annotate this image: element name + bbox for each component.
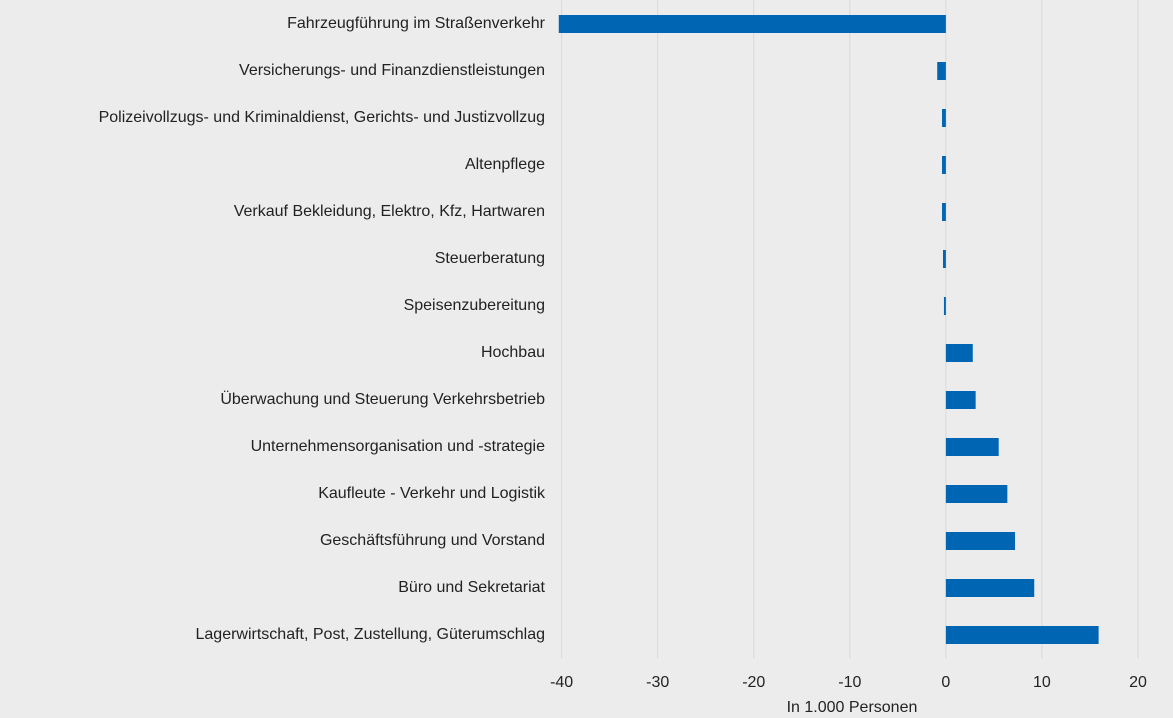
bar bbox=[945, 579, 1035, 597]
y-tick-label: Steuerberatung bbox=[435, 250, 545, 267]
x-tick-label: -20 bbox=[742, 674, 765, 691]
bar bbox=[945, 532, 1016, 550]
y-tick-label: Versicherungs- und Finanzdienstleistunge… bbox=[239, 62, 545, 79]
y-tick-label: Hochbau bbox=[481, 344, 545, 361]
y-tick-label: Unternehmensorganisation und -strategie bbox=[251, 438, 546, 455]
x-tick-label: 20 bbox=[1129, 674, 1147, 691]
bar bbox=[943, 297, 946, 315]
y-tick-label: Speisenzubereitung bbox=[404, 297, 545, 314]
bar bbox=[942, 156, 946, 174]
y-tick-label: Lagerwirtschaft, Post, Zustellung, Güter… bbox=[196, 626, 546, 643]
bar bbox=[942, 109, 946, 127]
x-tick-label: 10 bbox=[1033, 674, 1051, 691]
x-tick-label: -30 bbox=[646, 674, 669, 691]
bar bbox=[942, 203, 946, 221]
x-tick-label: 0 bbox=[941, 674, 950, 691]
y-tick-label: Fahrzeugführung im Straßenverkehr bbox=[287, 15, 546, 32]
bar bbox=[945, 391, 976, 409]
y-tick-label: Polizeivollzugs- und Kriminaldienst, Ger… bbox=[99, 109, 545, 126]
y-tick-label: Überwachung und Steuerung Verkehrsbetrie… bbox=[220, 390, 545, 408]
x-tick-label: -10 bbox=[838, 674, 861, 691]
y-tick-label: Büro und Sekretariat bbox=[398, 579, 545, 596]
bar bbox=[945, 485, 1008, 503]
bar bbox=[942, 250, 946, 268]
bar bbox=[945, 438, 999, 456]
x-tick-label: -40 bbox=[550, 674, 573, 691]
y-tick-label: Verkauf Bekleidung, Elektro, Kfz, Hartwa… bbox=[234, 203, 545, 220]
bar bbox=[945, 344, 973, 362]
bar bbox=[945, 626, 1099, 644]
bar bbox=[558, 15, 946, 33]
y-tick-label: Kaufleute - Verkehr und Logistik bbox=[318, 485, 546, 502]
y-tick-label: Altenpflege bbox=[465, 156, 545, 173]
bar bbox=[937, 62, 946, 80]
y-tick-label: Geschäftsführung und Vorstand bbox=[320, 532, 545, 549]
x-axis-label: In 1.000 Personen bbox=[787, 699, 918, 716]
